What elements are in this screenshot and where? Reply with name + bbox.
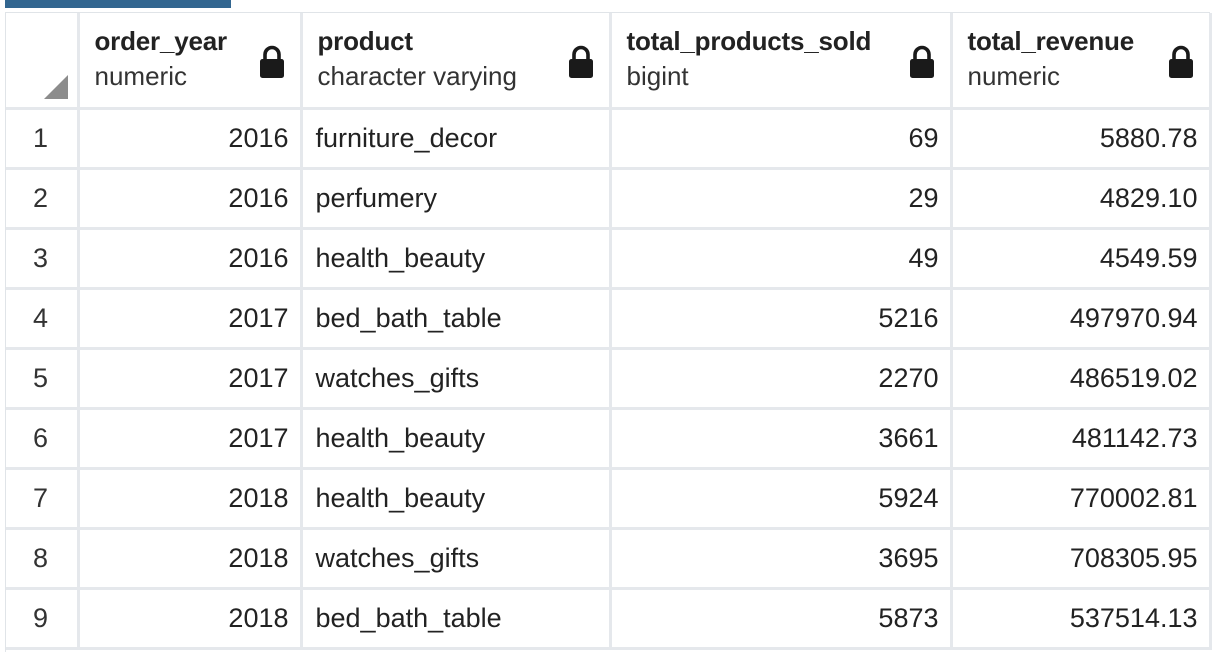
cell-total-revenue[interactable]: 4829.10 — [951, 168, 1212, 230]
lock-icon — [259, 45, 284, 78]
column-type: character varying — [317, 61, 517, 91]
cell-product[interactable]: bed_bath_table — [301, 588, 612, 650]
row-number[interactable]: 7 — [6, 468, 80, 530]
cell-total-products-sold[interactable]: 5873 — [610, 588, 953, 650]
cell-product[interactable]: health_beauty — [301, 408, 612, 470]
row-number[interactable]: 8 — [6, 528, 80, 590]
cell-order-year[interactable]: 2016 — [78, 168, 303, 230]
cell-order-year[interactable]: 2018 — [78, 588, 303, 650]
column-type: numeric — [967, 61, 1060, 91]
cell-product[interactable]: health_beauty — [301, 468, 612, 530]
table-row[interactable]: 1 2016 furniture_decor 69 5880.78 — [6, 108, 1212, 170]
cell-order-year[interactable]: 2017 — [78, 288, 303, 350]
column-type: bigint — [626, 61, 689, 91]
cell-total-revenue[interactable]: 708305.95 — [951, 528, 1212, 590]
results-table: order_year numeric product character var… — [6, 13, 1212, 650]
column-header-total-products-sold[interactable]: total_products_sold bigint — [610, 13, 953, 110]
column-name: total_revenue — [967, 26, 1135, 56]
cell-total-products-sold[interactable]: 5924 — [610, 468, 953, 530]
column-name: order_year — [94, 26, 228, 56]
cell-total-products-sold[interactable]: 49 — [610, 228, 953, 290]
cell-total-products-sold[interactable]: 69 — [610, 108, 953, 170]
column-header-total-revenue[interactable]: total_revenue numeric — [951, 13, 1212, 110]
row-number[interactable]: 5 — [6, 348, 80, 410]
cell-total-products-sold[interactable]: 3661 — [610, 408, 953, 470]
column-header-order-year[interactable]: order_year numeric — [78, 13, 303, 110]
lock-icon — [909, 45, 934, 78]
cell-total-revenue[interactable]: 5880.78 — [951, 108, 1212, 170]
lock-icon — [1168, 45, 1193, 78]
cell-product[interactable]: furniture_decor — [301, 108, 612, 170]
cell-total-revenue[interactable]: 486519.02 — [951, 348, 1212, 410]
cell-total-products-sold[interactable]: 5216 — [610, 288, 953, 350]
active-tab-indicator — [5, 0, 231, 8]
row-number[interactable]: 9 — [6, 588, 80, 650]
cell-order-year[interactable]: 2018 — [78, 468, 303, 530]
cell-total-revenue[interactable]: 497970.94 — [951, 288, 1212, 350]
table-row[interactable]: 3 2016 health_beauty 49 4549.59 — [6, 228, 1212, 290]
cell-order-year[interactable]: 2016 — [78, 108, 303, 170]
row-number[interactable]: 3 — [6, 228, 80, 290]
data-output-grid: order_year numeric product character var… — [5, 12, 1212, 652]
row-number[interactable]: 1 — [6, 108, 80, 170]
cell-total-revenue[interactable]: 4549.59 — [951, 228, 1212, 290]
select-all-corner[interactable] — [6, 13, 80, 110]
lock-icon — [568, 45, 593, 78]
row-number[interactable]: 2 — [6, 168, 80, 230]
sort-corner-icon — [44, 75, 68, 99]
cell-product[interactable]: health_beauty — [301, 228, 612, 290]
cell-product[interactable]: bed_bath_table — [301, 288, 612, 350]
header-row: order_year numeric product character var… — [6, 13, 1212, 110]
table-row[interactable]: 6 2017 health_beauty 3661 481142.73 — [6, 408, 1212, 470]
table-row[interactable]: 8 2018 watches_gifts 3695 708305.95 — [6, 528, 1212, 590]
cell-total-products-sold[interactable]: 3695 — [610, 528, 953, 590]
cell-total-revenue[interactable]: 770002.81 — [951, 468, 1212, 530]
cell-product[interactable]: watches_gifts — [301, 528, 612, 590]
cell-order-year[interactable]: 2016 — [78, 228, 303, 290]
column-header-product[interactable]: product character varying — [301, 13, 612, 110]
table-row[interactable]: 5 2017 watches_gifts 2270 486519.02 — [6, 348, 1212, 410]
row-number[interactable]: 4 — [6, 288, 80, 350]
table-row[interactable]: 2 2016 perfumery 29 4829.10 — [6, 168, 1212, 230]
cell-total-products-sold[interactable]: 29 — [610, 168, 953, 230]
cell-total-products-sold[interactable]: 2270 — [610, 348, 953, 410]
cell-total-revenue[interactable]: 537514.13 — [951, 588, 1212, 650]
table-row[interactable]: 4 2017 bed_bath_table 5216 497970.94 — [6, 288, 1212, 350]
cell-order-year[interactable]: 2017 — [78, 348, 303, 410]
cell-order-year[interactable]: 2018 — [78, 528, 303, 590]
cell-product[interactable]: watches_gifts — [301, 348, 612, 410]
table-row[interactable]: 7 2018 health_beauty 5924 770002.81 — [6, 468, 1212, 530]
table-row[interactable]: 9 2018 bed_bath_table 5873 537514.13 — [6, 588, 1212, 650]
cell-total-revenue[interactable]: 481142.73 — [951, 408, 1212, 470]
column-name: total_products_sold — [626, 26, 872, 56]
cell-product[interactable]: perfumery — [301, 168, 612, 230]
row-number[interactable]: 6 — [6, 408, 80, 470]
cell-order-year[interactable]: 2017 — [78, 408, 303, 470]
column-type: numeric — [94, 61, 187, 91]
column-name: product — [317, 26, 414, 56]
